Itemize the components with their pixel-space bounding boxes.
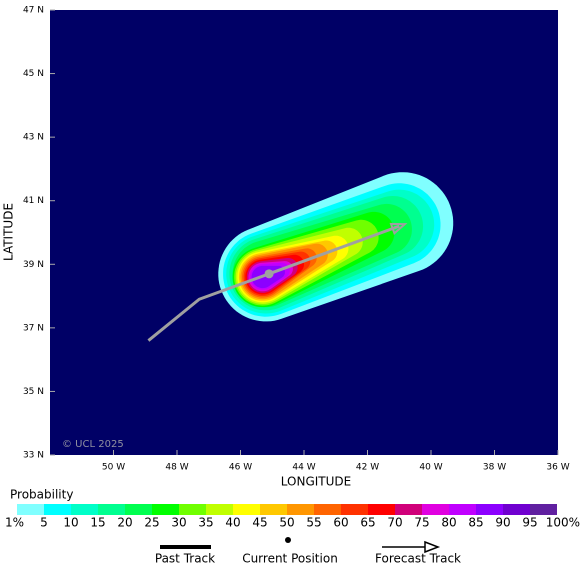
colorbar-label: 15	[90, 516, 105, 530]
colorbar-cell	[125, 504, 152, 515]
past-track	[147, 272, 270, 342]
colorbar-label: 20	[117, 516, 132, 530]
current-position	[264, 269, 274, 279]
x-tick-label: 48 W	[165, 463, 188, 473]
colorbar-cell	[179, 504, 206, 515]
colorbar-cell	[530, 504, 557, 515]
colorbar-cell	[260, 504, 287, 515]
colorbar-cell	[206, 504, 233, 515]
x-tick-label: 46 W	[229, 463, 252, 473]
colorbar-label: 85	[468, 516, 483, 530]
colorbar-label: 35	[198, 516, 213, 530]
y-tick-label: 43 N	[23, 133, 44, 143]
legend-label: Past Track	[155, 552, 215, 566]
colorbar-cell	[449, 504, 476, 515]
colorbar-cell	[395, 504, 422, 515]
colorbar-label: 1%	[5, 516, 24, 530]
forecast-arrow-symbol	[424, 540, 441, 554]
current-position-symbol	[285, 537, 291, 543]
x-axis-label: LONGITUDE	[281, 475, 351, 489]
legend-label: Forecast Track	[375, 552, 461, 566]
y-tick-label: 39 N	[23, 260, 44, 270]
colorbar-label: 75	[414, 516, 429, 530]
x-tick-label: 38 W	[483, 463, 506, 473]
colorbar-label: 5	[40, 516, 48, 530]
colorbar-label: 10	[63, 516, 78, 530]
forecast-arrowhead	[389, 222, 408, 235]
colorbar-cell	[152, 504, 179, 515]
colorbar-label: 50	[279, 516, 294, 530]
colorbar-cell	[476, 504, 503, 515]
colorbar-label: 95	[522, 516, 537, 530]
colorbar-label: 45	[252, 516, 267, 530]
colorbar-cell	[71, 504, 98, 515]
colorbar-label: 80	[441, 516, 456, 530]
colorbar-label: 90	[495, 516, 510, 530]
x-tick-label: 36 W	[546, 463, 569, 473]
colorbar-cell	[287, 504, 314, 515]
colorbar-cell	[368, 504, 395, 515]
y-tick-label: 37 N	[23, 323, 44, 333]
x-tick-label: 40 W	[419, 463, 442, 473]
colorbar-cell	[233, 504, 260, 515]
colorbar-label: 30	[171, 516, 186, 530]
colorbar-label: 55	[306, 516, 321, 530]
y-tick-label: 47 N	[23, 6, 44, 16]
colorbar-cell	[98, 504, 125, 515]
y-axis-label: LATITUDE	[2, 203, 16, 261]
colorbar-cell	[314, 504, 341, 515]
colorbar-label: 60	[333, 516, 348, 530]
credit: © UCL 2025	[62, 439, 124, 450]
colorbar-label: 65	[360, 516, 375, 530]
y-tick-label: 35 N	[23, 387, 44, 397]
colorbar-label: 100%	[546, 516, 580, 530]
forecast-track	[268, 224, 400, 276]
colorbar-title: Probability	[10, 488, 73, 502]
colorbar-label: 70	[387, 516, 402, 530]
x-tick-label: 42 W	[356, 463, 379, 473]
colorbar-label: 40	[225, 516, 240, 530]
x-tick-label: 50 W	[102, 463, 125, 473]
x-tick-label: 44 W	[292, 463, 315, 473]
colorbar-cell	[503, 504, 530, 515]
colorbar-cell	[341, 504, 368, 515]
colorbar-cell	[422, 504, 449, 515]
y-tick-label: 33 N	[23, 451, 44, 461]
colorbar-cell	[17, 504, 44, 515]
y-tick-label: 41 N	[23, 196, 44, 206]
y-tick-label: 45 N	[23, 69, 44, 79]
colorbar-label: 25	[144, 516, 159, 530]
colorbar-cell	[44, 504, 71, 515]
legend-label: Current Position	[242, 552, 338, 566]
